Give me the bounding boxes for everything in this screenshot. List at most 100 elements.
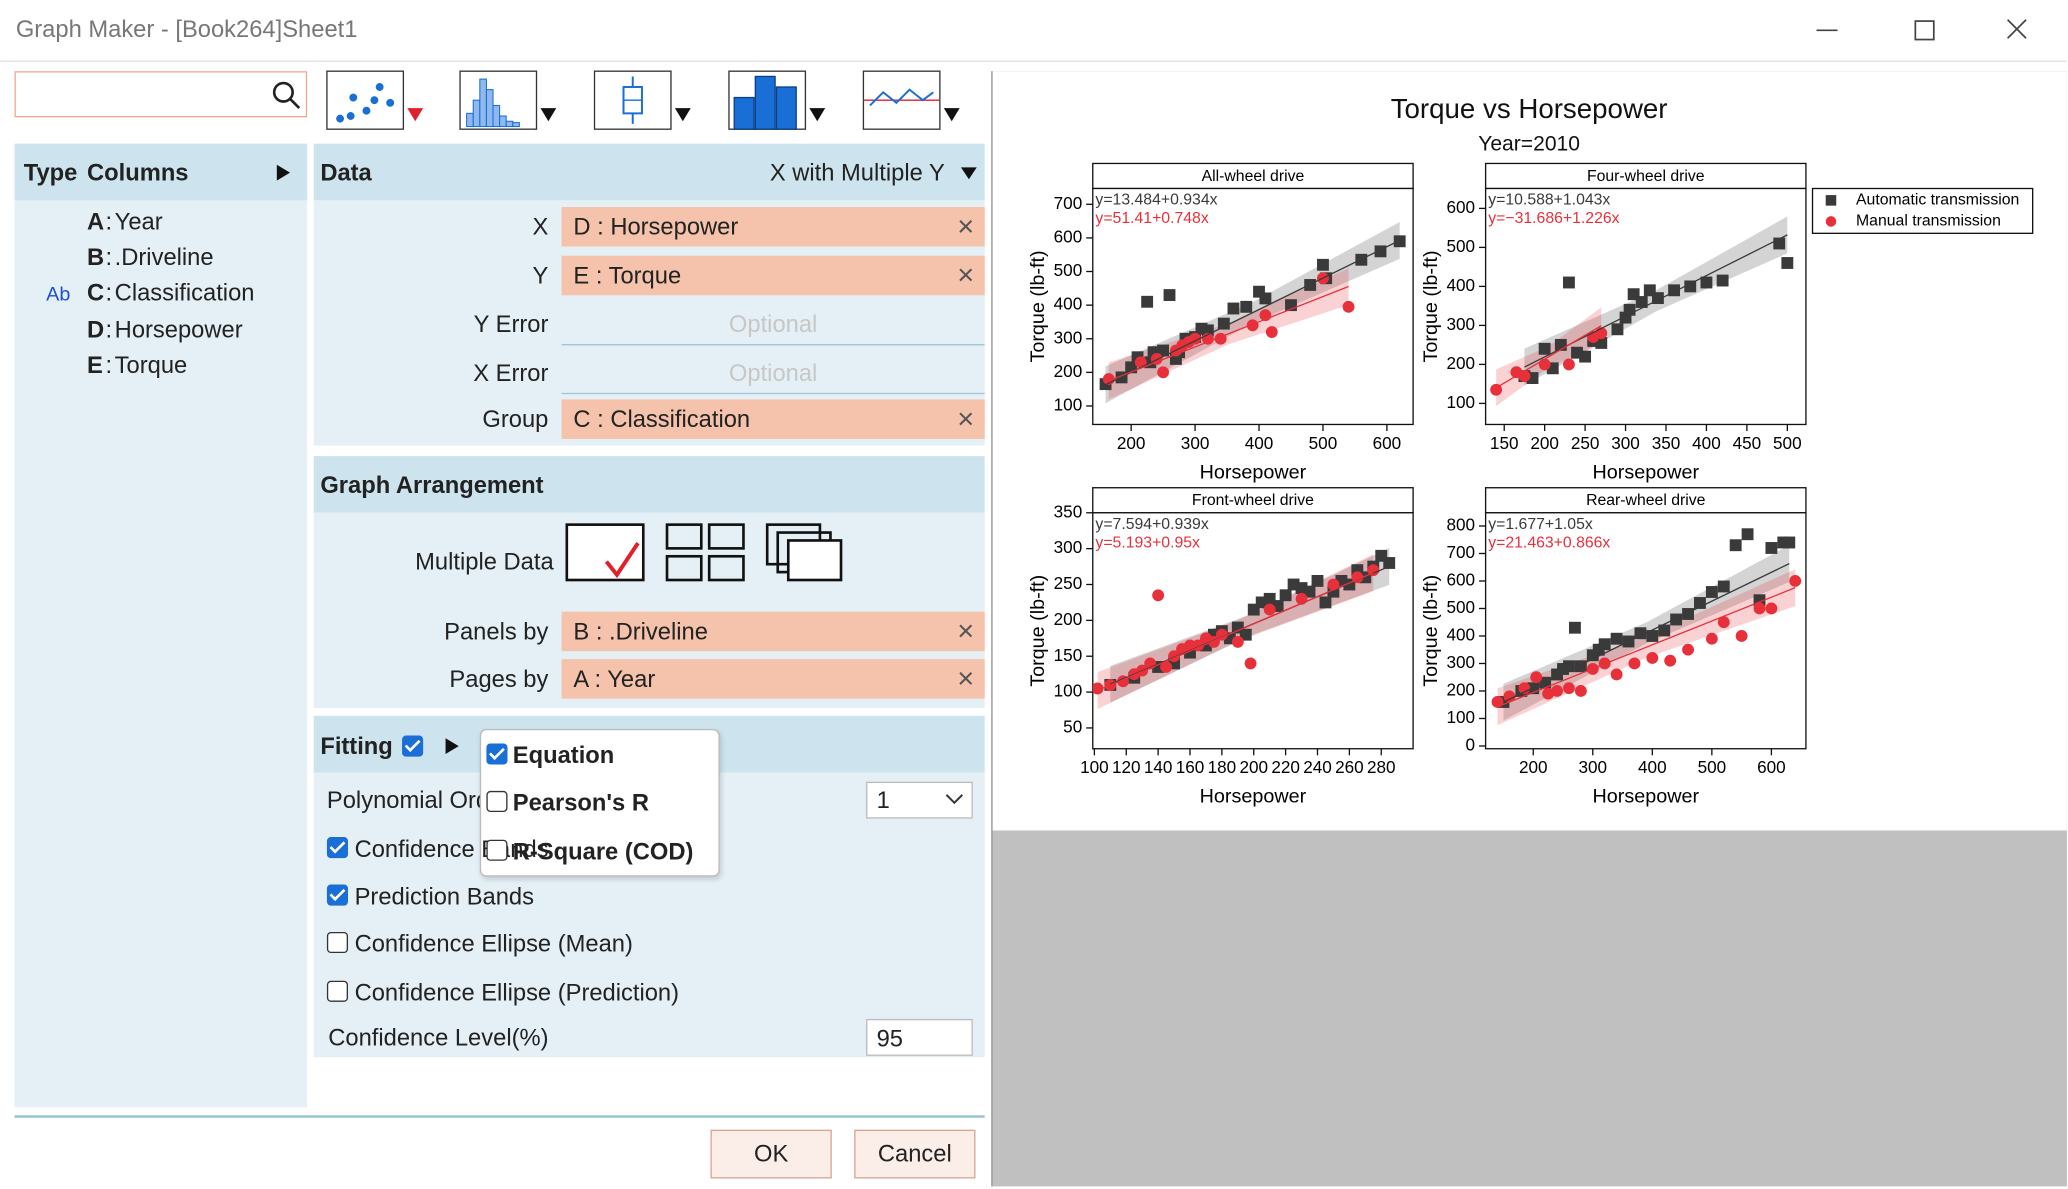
y-tick-label: 800 — [1446, 515, 1475, 535]
field-value[interactable]: A : Year × — [561, 659, 985, 699]
dropdown-arrow[interactable] — [960, 166, 978, 182]
x-tick-label: 300 — [1181, 433, 1210, 453]
point — [1595, 337, 1608, 349]
point — [1223, 632, 1236, 645]
column-name[interactable]: Horsepower — [114, 316, 243, 343]
graph-title: Torque vs Horsepower — [1391, 93, 1668, 124]
point — [1658, 624, 1671, 637]
fit-line — [1497, 587, 1796, 708]
x-tick-label: 500 — [1773, 433, 1802, 453]
confidence-level-input[interactable] — [866, 1018, 973, 1056]
point — [1343, 578, 1356, 591]
field-value[interactable]: E : Torque × — [561, 255, 985, 296]
point — [1765, 602, 1778, 615]
clear-button[interactable]: × — [957, 614, 975, 648]
fitting-checkbox[interactable] — [402, 735, 424, 757]
field-value[interactable]: B : .Driveline × — [561, 611, 985, 652]
point — [1551, 668, 1563, 681]
legend-symbol — [1825, 216, 1837, 227]
cancel-button[interactable]: Cancel — [854, 1129, 976, 1179]
point — [1279, 589, 1292, 602]
column-name[interactable]: Classification — [114, 279, 255, 306]
point — [1169, 352, 1182, 365]
option-checkbox[interactable] — [326, 931, 349, 954]
plot-type-toolbar[interactable] — [324, 69, 970, 135]
point — [1271, 600, 1284, 612]
y-tick-label: 300 — [1446, 314, 1475, 334]
select-arrow[interactable] — [944, 792, 965, 808]
polynomial-order-label: Polynomial Order — [326, 786, 511, 814]
y-axis-label: Torque (lb-ft) — [1027, 575, 1049, 687]
popup-checkbox[interactable] — [486, 743, 508, 765]
column-separator: : — [105, 351, 113, 379]
y-tick-label: 0 — [1466, 735, 1476, 755]
data-header — [313, 143, 985, 201]
fit-line — [1495, 325, 1602, 389]
clear-button[interactable]: × — [957, 661, 975, 695]
y-tick-label: 100 — [1446, 707, 1475, 727]
clear-button[interactable]: × — [957, 209, 975, 243]
point — [1765, 542, 1778, 554]
y-tick-label: 100 — [1054, 395, 1083, 415]
point — [1259, 292, 1272, 305]
polynomial-order-select[interactable] — [866, 781, 973, 819]
point — [1646, 652, 1659, 664]
fitting-arrow[interactable] — [443, 737, 461, 755]
point — [1562, 276, 1575, 289]
option-checkbox[interactable] — [326, 884, 349, 906]
popup-label[interactable]: R-Square (COD) — [512, 838, 694, 865]
point — [1168, 657, 1180, 670]
y-tick-label: 350 — [1054, 501, 1083, 521]
point — [1253, 285, 1265, 298]
column-name[interactable]: Year — [114, 208, 163, 235]
popup-checkbox[interactable] — [486, 790, 508, 813]
clear-button[interactable]: × — [957, 402, 975, 436]
x-axis-label: Horsepower — [1592, 786, 1699, 808]
popup-menu — [479, 728, 720, 877]
fit-equation: y=51.41+0.748x — [1095, 210, 1208, 227]
popup-checkbox[interactable] — [486, 839, 508, 861]
ok-button[interactable]: OK — [710, 1129, 832, 1179]
popup-label[interactable]: Pearson's R — [512, 789, 649, 816]
panel: Four-wheel drive 150 200 250 300 350 400 450 500… — [1420, 162, 1807, 483]
x-tick-label: 200 — [1519, 757, 1548, 777]
search-box[interactable] — [14, 71, 308, 118]
column-separator: : — [105, 316, 113, 343]
point — [1592, 643, 1605, 656]
point — [1783, 536, 1796, 549]
x-tick-label: 140 — [1144, 757, 1173, 777]
multiple-data-options[interactable] — [562, 519, 852, 588]
x-tick-label: 180 — [1208, 757, 1237, 777]
option-checkbox[interactable] — [326, 980, 349, 1002]
field-label: Group — [482, 406, 549, 433]
clear-button[interactable]: × — [957, 258, 975, 292]
y-tick-label: 200 — [1054, 361, 1083, 381]
data-title: Data — [320, 159, 372, 186]
point — [1215, 628, 1228, 641]
column-name[interactable]: .Driveline — [114, 243, 214, 271]
field-value[interactable]: C : Classification × — [561, 399, 985, 439]
column-separator: : — [105, 279, 113, 306]
field-value[interactable]: D : Horsepower × — [561, 206, 985, 247]
field-placeholder[interactable]: Optional — [561, 305, 985, 346]
option-checkbox[interactable] — [326, 837, 349, 859]
column-name[interactable]: Torque — [114, 351, 188, 379]
point — [1319, 596, 1332, 609]
field-placeholder[interactable]: Optional — [561, 353, 985, 395]
point — [1574, 685, 1587, 697]
y-axis-label: Torque (lb-ft) — [1027, 250, 1049, 362]
data-mode[interactable]: X with Multiple Y — [769, 159, 945, 186]
y-tick-label: 150 — [1054, 645, 1083, 665]
search-icon[interactable] — [270, 79, 302, 111]
window-controls[interactable] — [1806, 13, 2056, 47]
popup-label[interactable]: Equation — [512, 742, 615, 769]
expand-arrow[interactable] — [274, 163, 292, 181]
point — [1668, 284, 1681, 297]
point — [1359, 571, 1372, 584]
point — [1563, 660, 1575, 673]
point — [1777, 536, 1790, 549]
panel-title: Four-wheel drive — [1587, 168, 1705, 185]
point — [1240, 300, 1253, 313]
fitting-title: Fitting — [320, 732, 393, 760]
